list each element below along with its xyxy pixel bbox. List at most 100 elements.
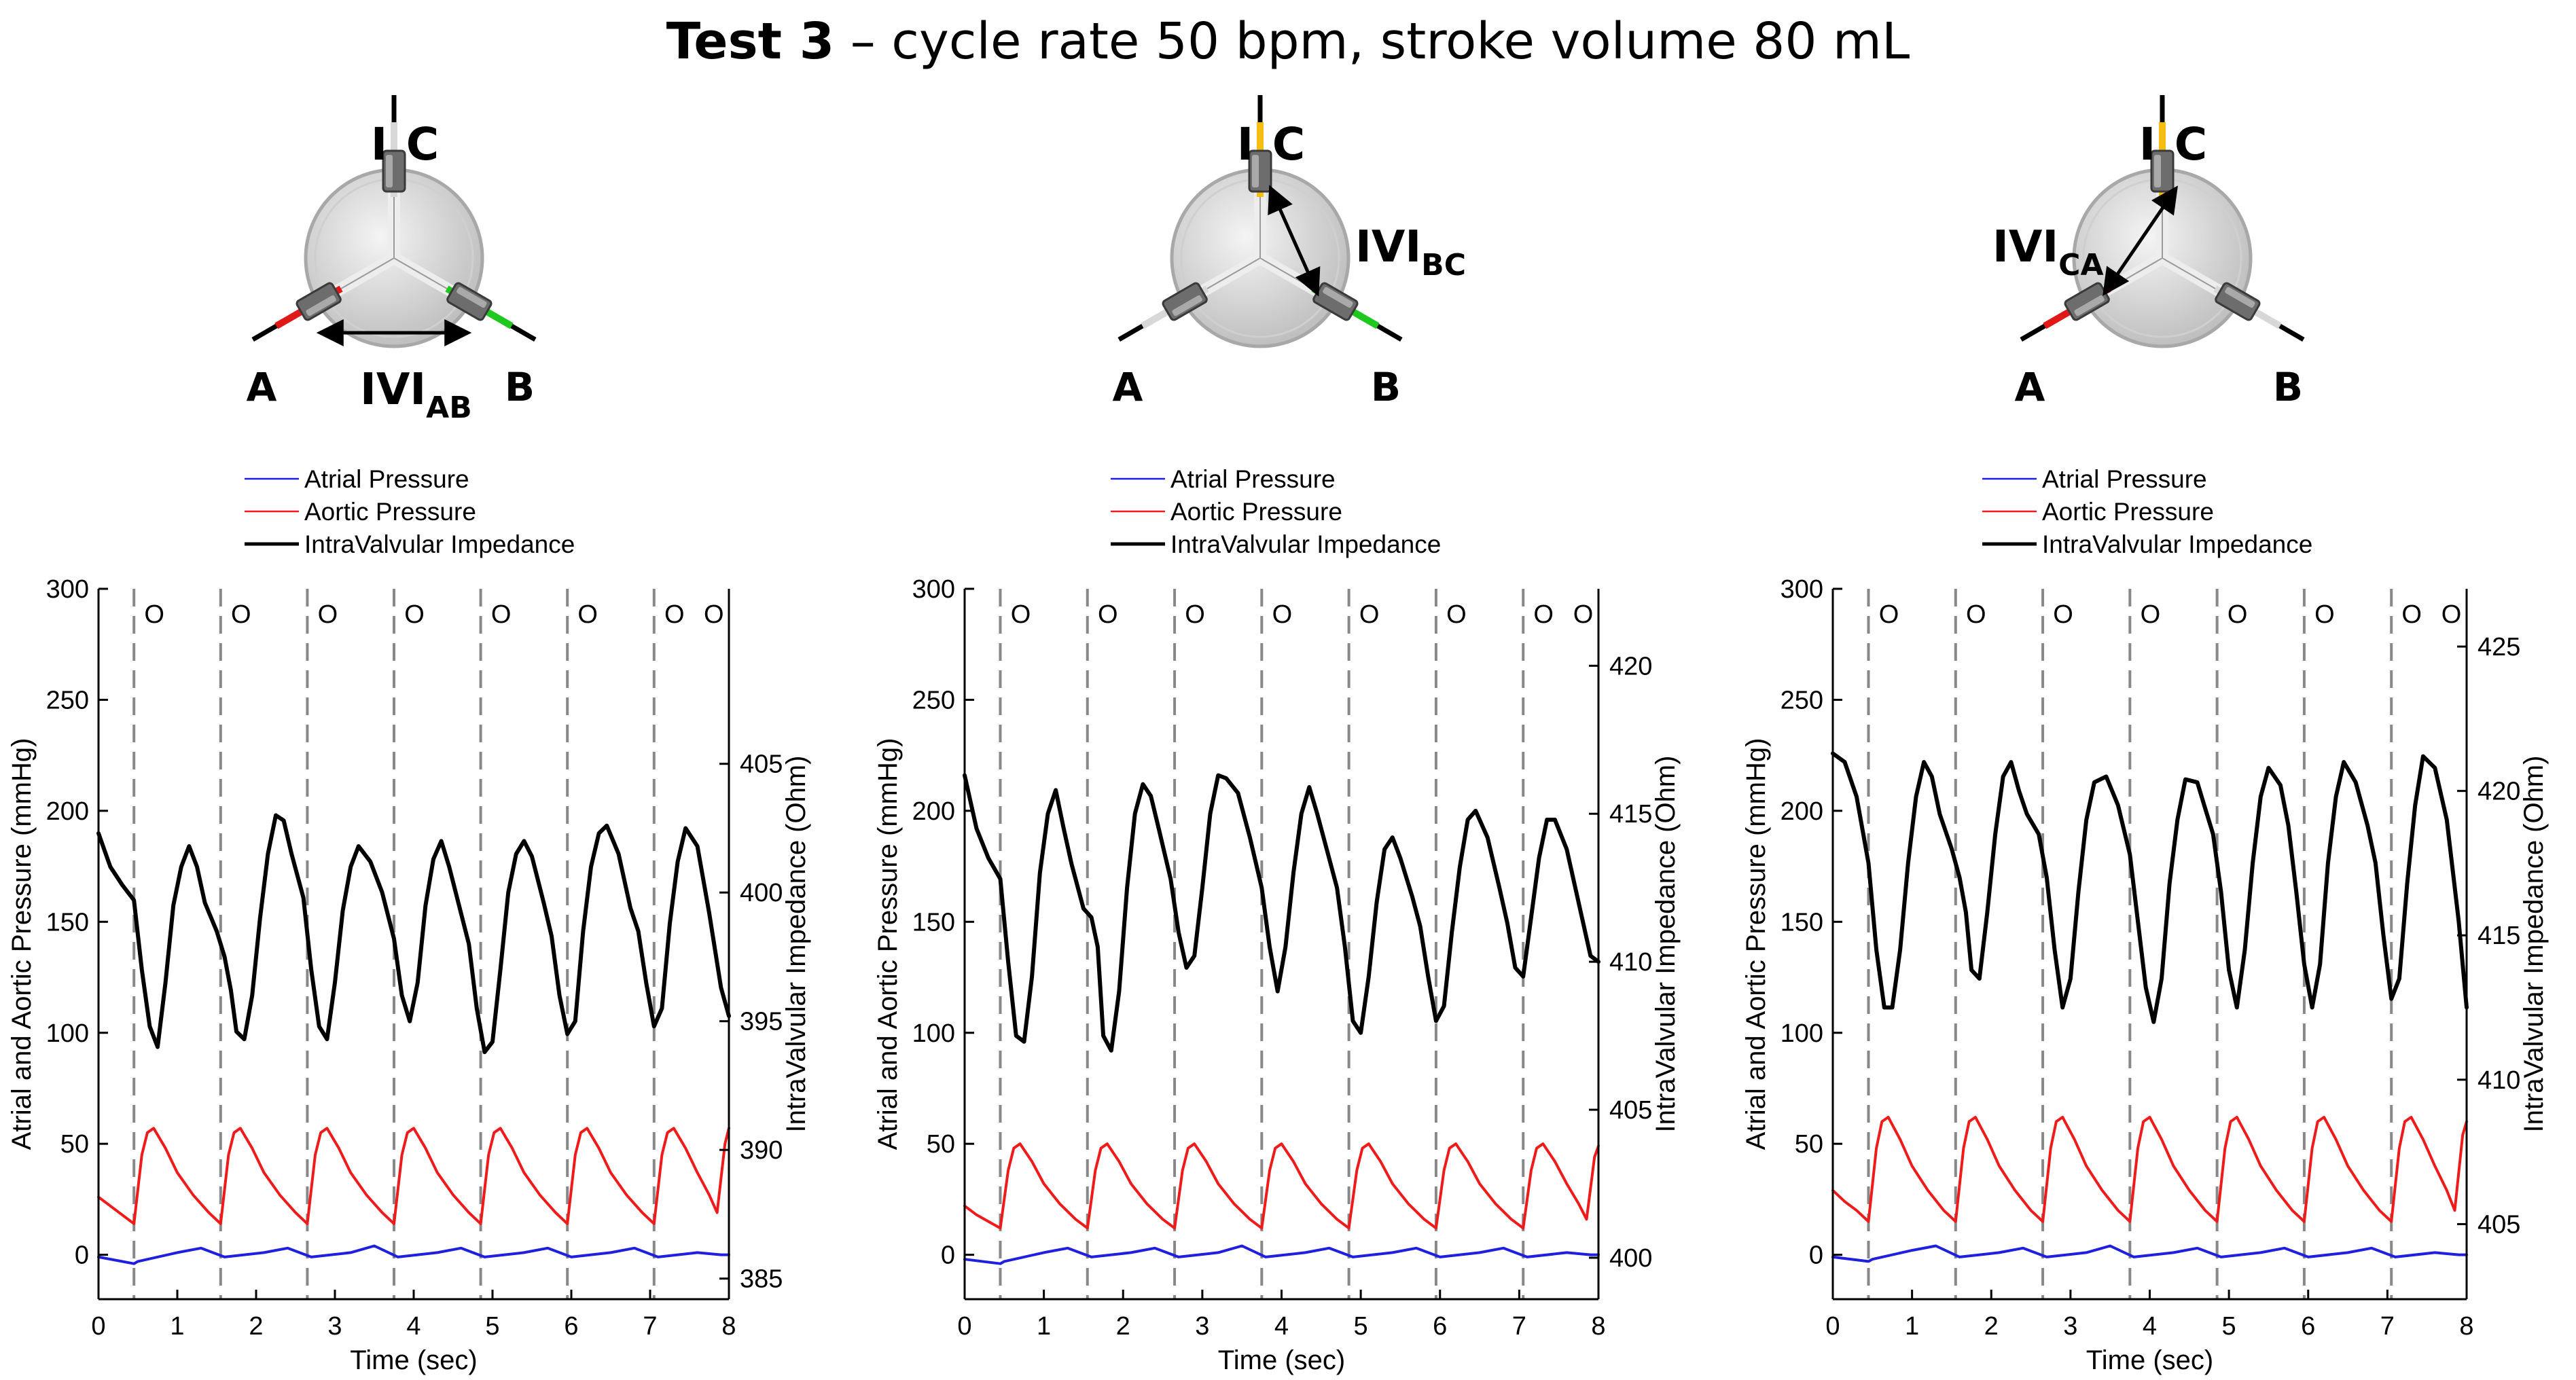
- cycle-marker-label: O: [2141, 600, 2161, 629]
- legend-label-2: IntraValvular Impedance: [1170, 530, 1441, 558]
- x-tick-label: 5: [2222, 1312, 2236, 1341]
- y-right-tick-label: 420: [1609, 652, 1652, 680]
- cycle-marker-label: O: [577, 600, 598, 629]
- legend-label-0: Atrial Pressure: [2042, 465, 2207, 493]
- cycle-marker-label: O: [1573, 600, 1594, 629]
- legend-label-1: Aortic Pressure: [2042, 498, 2214, 526]
- y-right-tick-label: 405: [740, 750, 783, 779]
- figure-title: Test 3 – cycle rate 50 bpm, stroke volum…: [0, 12, 2576, 71]
- ivi-measure-arrow: [2103, 185, 2179, 296]
- electrode-highlight-C: [1252, 155, 1259, 187]
- electrode-label-I: I: [2139, 118, 2156, 170]
- chart-bc: O O O O O O O O0 1 2 3 4 5 6 7 805010015020025030040040…: [873, 575, 1681, 1375]
- electrode-highlight-B: [2225, 287, 2255, 308]
- y-right-tick-label: 415: [2477, 922, 2520, 950]
- y-right-tick-label: 405: [1609, 1096, 1652, 1125]
- x-tick-label: 0: [91, 1312, 105, 1341]
- electrode-label-A: A: [247, 364, 277, 410]
- cycle-marker-label: O: [2314, 600, 2335, 629]
- cycle-marker-label: O: [2401, 600, 2422, 629]
- electrode-label-C: C: [1272, 118, 1305, 170]
- y-left-tick-label: 0: [941, 1241, 955, 1270]
- y-right-tick-label: 410: [2477, 1066, 2520, 1095]
- y-right-tick-label: 385: [740, 1265, 783, 1294]
- y-left-tick-label: 150: [912, 908, 955, 937]
- chart-legend-ca: Atrial Pressure Aortic Pressure IntraValvu…: [1982, 465, 2312, 558]
- y-right-tick-label: 400: [740, 879, 783, 907]
- x-tick-label: 2: [1116, 1312, 1130, 1341]
- ivi-label-sub: AB: [426, 391, 472, 425]
- y-left-tick-label: 200: [1781, 797, 1823, 826]
- cycle-marker-label: O: [2228, 600, 2248, 629]
- electrode-label-I: I: [371, 118, 388, 170]
- cycle-marker-label: O: [1966, 600, 1986, 629]
- legend-label-1: Aortic Pressure: [1170, 498, 1342, 526]
- series-line-aortic-pressure: [1831, 1116, 2468, 1223]
- electrode-label-I: I: [1237, 118, 1254, 170]
- legend-label-0: Atrial Pressure: [304, 465, 469, 493]
- x-tick-label: 3: [1195, 1312, 1209, 1341]
- cycle-marker-label: O: [704, 600, 724, 629]
- y-right-axis-label: IntraValvular Impedance (Ohm): [1651, 755, 1681, 1132]
- ivi-label-sub: BC: [1421, 248, 1466, 283]
- x-tick-label: 7: [1512, 1312, 1526, 1341]
- series-line-atrial-pressure: [97, 1244, 730, 1265]
- y-left-tick-label: 0: [75, 1241, 89, 1270]
- y-left-tick-label: 0: [1809, 1241, 1823, 1270]
- y-right-tick-label: 405: [2477, 1210, 2520, 1239]
- y-left-axis-label: Atrial and Aortic Pressure (mmHg): [873, 738, 903, 1150]
- x-tick-label: 8: [721, 1312, 736, 1341]
- electrode-highlight-B: [1323, 287, 1353, 308]
- cycle-marker-label: O: [404, 600, 425, 629]
- y-right-axis-label: IntraValvular Impedance (Ohm): [781, 755, 811, 1132]
- x-tick-label: 2: [249, 1312, 263, 1341]
- y-left-tick-label: 50: [1795, 1130, 1823, 1159]
- x-tick-label: 2: [1984, 1312, 1999, 1341]
- x-tick-label: 1: [1905, 1312, 1919, 1341]
- panel-ivi-bc: I C A B IVIBC Atrial Pressure Aortic Pressure…: [866, 0, 1725, 1380]
- x-axis-label: Time (sec): [350, 1345, 477, 1375]
- cycle-marker-label: O: [1879, 600, 1899, 629]
- y-left-tick-label: 200: [46, 797, 89, 826]
- y-right-tick-label: 410: [1609, 948, 1652, 977]
- x-tick-label: 1: [170, 1312, 184, 1341]
- y-right-tick-label: 400: [1609, 1244, 1652, 1273]
- chart-legend-ab: Atrial Pressure Aortic Pressure IntraValvu…: [245, 465, 575, 558]
- x-tick-label: 4: [1274, 1312, 1289, 1341]
- legend-label-1: Aortic Pressure: [304, 498, 476, 526]
- electrode-label-A: A: [1113, 364, 1143, 410]
- x-tick-label: 6: [1433, 1312, 1447, 1341]
- electrode-highlight-A: [306, 295, 336, 316]
- x-tick-label: 0: [1825, 1312, 1840, 1341]
- chart-legend-bc: Atrial Pressure Aortic Pressure IntraValvu…: [1111, 465, 1441, 558]
- x-tick-label: 8: [2459, 1312, 2473, 1341]
- x-tick-label: 3: [2063, 1312, 2077, 1341]
- y-left-tick-label: 300: [46, 575, 89, 604]
- cycle-marker-label: O: [2053, 600, 2073, 629]
- y-left-tick-label: 50: [927, 1130, 955, 1159]
- panel-ivi-ab: I C A B IVIAB Atrial Pressure Aortic Pressure…: [0, 0, 859, 1380]
- y-left-tick-label: 200: [912, 797, 955, 826]
- x-tick-label: 1: [1037, 1312, 1051, 1341]
- title-rest: – cycle rate 50 bpm, stroke volume 80 mL: [834, 12, 1910, 71]
- title-bold: Test 3: [666, 12, 835, 71]
- ivi-label: IVIBC: [1355, 222, 1466, 283]
- ivi-label-sub: CA: [2058, 248, 2103, 283]
- electrode-highlight-C: [2154, 155, 2161, 187]
- x-tick-label: 3: [327, 1312, 342, 1341]
- ivi-label-main: IVI: [1355, 222, 1421, 272]
- cycle-marker-label: O: [1446, 600, 1467, 629]
- electrode-label-B: B: [1371, 364, 1401, 410]
- x-tick-label: 5: [485, 1312, 499, 1341]
- x-tick-label: 4: [2143, 1312, 2157, 1341]
- electrode-label-C: C: [2175, 118, 2207, 170]
- electrode-highlight-C: [386, 155, 393, 187]
- y-right-tick-label: 425: [2477, 633, 2520, 661]
- series-line-intravalvular-impedance: [963, 773, 1600, 1053]
- y-left-axis-label: Atrial and Aortic Pressure (mmHg): [1741, 738, 1771, 1150]
- y-left-tick-label: 100: [1781, 1019, 1823, 1048]
- ivi-label: IVICA: [1992, 222, 2104, 283]
- cycle-marker-label: O: [1098, 600, 1118, 629]
- panel-ivi-ca: I C A B IVICA Atrial Pressure Aortic Pressure…: [1734, 0, 2576, 1380]
